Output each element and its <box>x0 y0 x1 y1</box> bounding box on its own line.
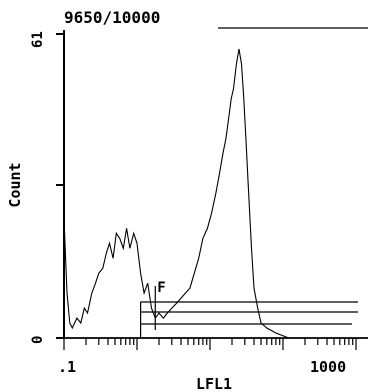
x-axis-title: LFL1 <box>196 375 232 392</box>
y-tick-label-min: 0 <box>30 336 46 344</box>
y-ticks <box>56 33 64 339</box>
y-tick-label-max: 61 <box>30 31 46 48</box>
x-tick-label-min: .1 <box>58 358 76 376</box>
y-axis-title: Count <box>6 162 24 207</box>
marker-region <box>139 286 358 338</box>
x-tick-label-max: 1000 <box>310 358 346 376</box>
histogram-series-line <box>63 48 356 339</box>
event-count-header: 9650/10000 <box>64 8 160 27</box>
x-ticks <box>63 338 357 350</box>
marker-label: F <box>157 280 165 296</box>
